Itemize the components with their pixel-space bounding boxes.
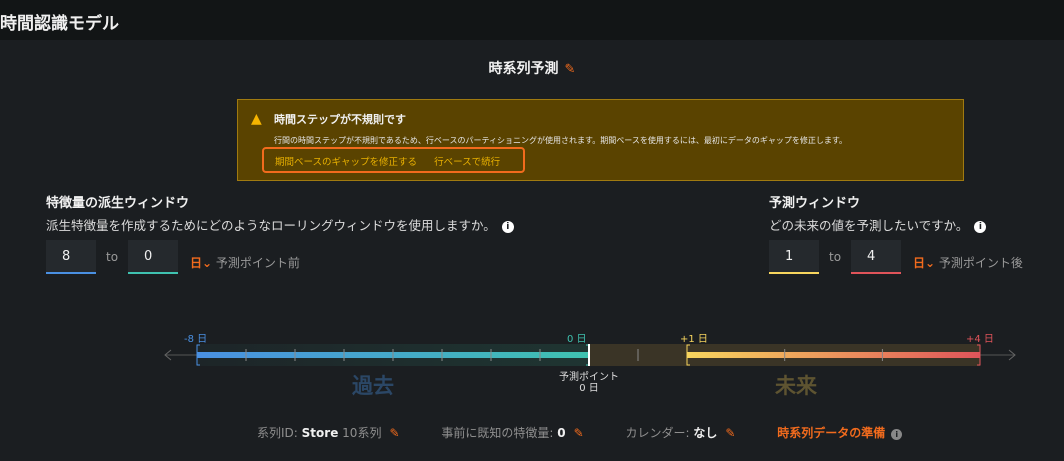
chevron-down-icon[interactable]: ⌄ <box>925 256 936 270</box>
fw-end-input[interactable]: 4 <box>851 240 901 274</box>
fp-label-text: 予測ポイント <box>559 372 619 383</box>
edit-pencil-icon[interactable]: ✎ <box>389 426 400 440</box>
page-title: 時系列予測 <box>488 61 559 77</box>
fix-gaps-link[interactable]: 期間ベースのギャップを修正する <box>275 157 418 168</box>
forecast-point-label: 予測ポイント 0 日 <box>540 372 638 394</box>
fp-value-text: 0 日 <box>579 383 599 394</box>
fw-unit-dropdown[interactable]: 日 <box>913 256 926 270</box>
calendar-label: カレンダー: <box>625 426 690 440</box>
footer-bar: 系列ID: Store 10系列 ✎ 事前に既知の特徴量: 0 ✎ カレンダー: な… <box>257 424 903 441</box>
fw-title: 予測ウィンドウ <box>769 196 861 211</box>
axis-arrow-icon <box>164 349 1016 361</box>
edit-pencil-icon[interactable]: ✎ <box>564 62 576 77</box>
page-title-row: 時系列予測 ✎ <box>0 58 1064 78</box>
future-label: 未来 <box>775 374 817 398</box>
fw-suffix: 予測ポイント後 <box>938 256 1023 270</box>
fdw-end-input[interactable]: 0 <box>128 240 178 274</box>
fdw-unit: 日⌄ 予測ポイント前 <box>190 254 300 271</box>
chevron-down-icon[interactable]: ⌄ <box>202 256 213 270</box>
fw-description: どの未来の値を予測したいですか。 i <box>769 215 987 234</box>
continue-row-based-link[interactable]: 行ベースで続行 <box>434 157 501 168</box>
fdw-to-label: to <box>106 250 119 264</box>
fdw-unit-dropdown[interactable]: 日 <box>190 256 203 270</box>
warning-body: 行間の時間ステップが不規則であるため、行ベースのパーティショニングが使用されます… <box>274 136 848 145</box>
fdw-start-input[interactable]: 8 <box>46 240 96 274</box>
top-bar: 時間認識モデル <box>0 0 1064 40</box>
past-start-label: -8 日 <box>184 334 208 345</box>
warning-title: 時間ステップが不規則です <box>274 113 406 126</box>
info-icon[interactable]: i <box>974 221 987 233</box>
past-end-label: 0 日 <box>567 334 587 345</box>
fw-desc-text: どの未来の値を予測したいですか。 <box>769 218 969 233</box>
fw-unit: 日⌄ 予測ポイント後 <box>913 254 1023 271</box>
warning-actions: 期間ベースのギャップを修正する 行ベースで続行 <box>262 147 525 173</box>
future-end-label: +4 日 <box>966 334 994 345</box>
irregular-timestep-warning: ▲ 時間ステップが不規則です 行間の時間ステップが不規則であるため、行ベースのパ… <box>237 99 964 181</box>
fdw-suffix: 予測ポイント前 <box>215 256 300 270</box>
info-icon[interactable]: i <box>891 429 903 440</box>
info-icon[interactable]: i <box>501 221 514 233</box>
known-in-advance-label: 事前に既知の特徴量: <box>441 426 554 440</box>
series-id-label: 系列ID: <box>257 426 298 440</box>
warning-icon: ▲ <box>251 111 262 127</box>
future-window-bar <box>687 352 980 358</box>
calendar-value: なし <box>693 426 718 440</box>
fdw-desc-text: 派生特徴量を作成するためにどのようなローリングウィンドウを使用しますか。 <box>46 218 496 233</box>
series-count: 10系列 <box>342 426 382 440</box>
known-in-advance-value: 0 <box>557 426 566 440</box>
past-start-bracket <box>196 344 200 366</box>
edit-pencil-icon[interactable]: ✎ <box>725 426 736 440</box>
fw-start-input[interactable]: 1 <box>769 240 819 274</box>
series-id-value: Store <box>301 426 339 440</box>
app-title: 時間認識モデル <box>0 14 119 34</box>
fw-to-label: to <box>829 250 842 264</box>
edit-pencil-icon[interactable]: ✎ <box>573 426 584 440</box>
future-end-bracket <box>977 344 981 366</box>
past-label: 過去 <box>352 374 394 398</box>
fdw-description: 派生特徴量を作成するためにどのようなローリングウィンドウを使用しますか。 i <box>46 215 514 234</box>
fdw-title: 特徴量の派生ウィンドウ <box>46 196 190 211</box>
future-start-bracket <box>686 344 690 366</box>
prepare-timeseries-link[interactable]: 時系列データの準備 <box>777 426 886 440</box>
future-start-label: +1 日 <box>680 334 708 345</box>
